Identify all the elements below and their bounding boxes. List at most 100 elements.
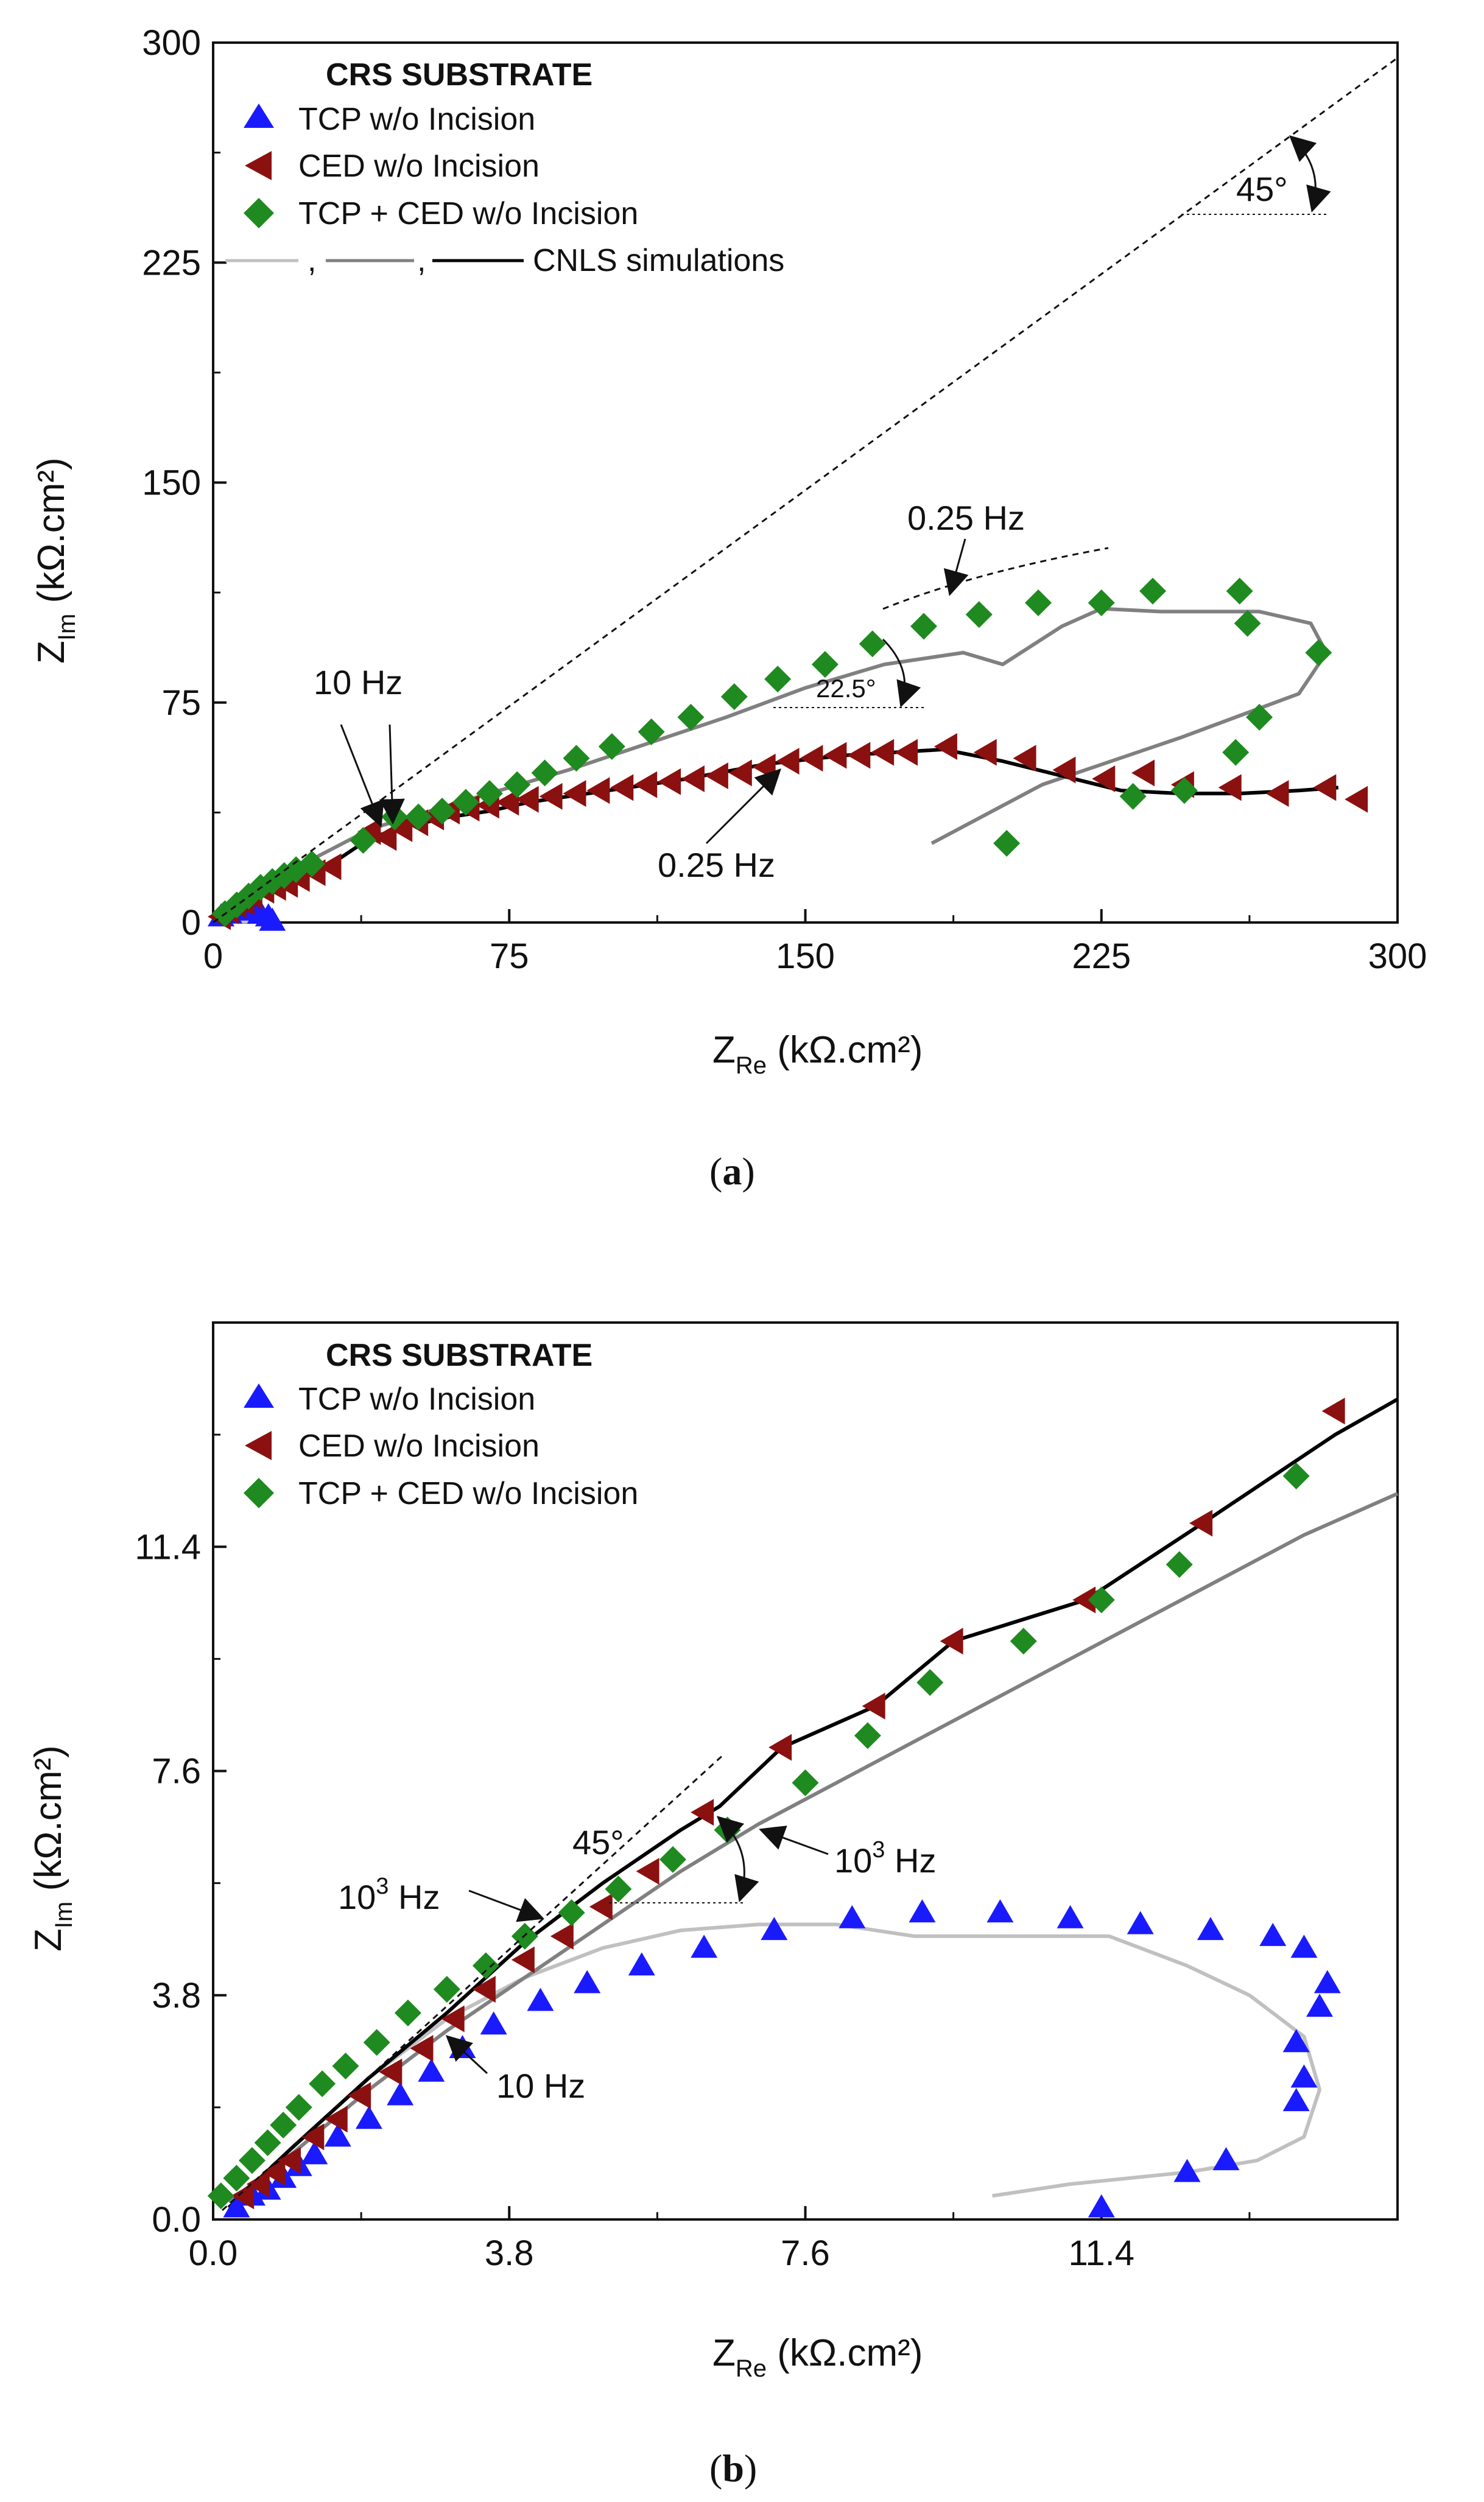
panel-a: 0 75 150 225 300 0 75 150 225 300 45° 22.5° 0.25 … (30, 23, 1427, 1193)
freq-right-sup-b: 3 (872, 1837, 885, 1863)
point-tcp-b (418, 2058, 445, 2082)
y-tick-label-a: 150 (142, 463, 201, 503)
angle-arc-22-a (882, 638, 921, 708)
legend-marker-tcpced-b (244, 1478, 274, 1508)
point-ced-a (1313, 774, 1337, 801)
legend-sim-sep1-a: , (308, 243, 316, 278)
point-tcp_ced-a (1234, 610, 1261, 637)
x-tick-label-a: 75 (490, 936, 529, 976)
point-tcp_ced-a (910, 613, 937, 640)
point-tcp-b (761, 1917, 788, 1941)
panel-label-b: (b) (709, 2447, 757, 2490)
y-axis-main-a: Z (30, 641, 72, 664)
x-axis-main-b: Z (712, 2332, 736, 2374)
point-tcp-b (387, 2082, 414, 2106)
point-ced-b (1189, 1509, 1213, 1537)
legend-marker-tcp-a (244, 104, 274, 128)
point-tcp_ced-a (452, 789, 479, 816)
freq-label-left-a: 10 Hz (314, 663, 403, 701)
freq-arrow-low-b (445, 2035, 488, 2075)
point-tcp_ced-b (854, 1722, 881, 1749)
point-ced-b (1072, 1586, 1096, 1614)
y-tick-label-b: 0.0 (152, 2200, 201, 2240)
point-ced-a (318, 853, 342, 880)
point-ced-b (589, 1893, 613, 1920)
point-ced-b (472, 1976, 496, 2003)
point-tcp-b (301, 2141, 328, 2165)
point-ced-a (681, 765, 705, 792)
point-tcp_ced-a (859, 630, 886, 658)
x-axis-title-a: ZRe (kΩ.cm²) (712, 1029, 923, 1079)
panel-label-b-letter: b (722, 2447, 744, 2490)
point-ced-b (379, 2058, 403, 2086)
angle-label-45-b: 45° (572, 1823, 624, 1861)
point-ced-a (1092, 765, 1116, 792)
y-tick-label-a: 300 (142, 23, 201, 63)
point-tcp_ced-a (677, 703, 705, 731)
point-ced-a (1131, 759, 1155, 787)
point-tcp_ced-b (558, 1899, 585, 1927)
freq-left-sup-b: 3 (376, 1874, 389, 1899)
panel-label-a-letter: a (722, 1150, 742, 1193)
point-tcp-b (986, 1899, 1014, 1923)
freq-arrow-bottom-a (705, 768, 781, 845)
legend-entry-tcp-b: TCP w/o Incision (298, 1382, 535, 1417)
point-tcp_ced-b (792, 1769, 819, 1796)
point-tcp-b (1282, 2029, 1310, 2053)
freq-right-base-b: 10 (834, 1841, 872, 1880)
point-tcp_ced-a (1226, 577, 1253, 605)
freq-arrow-left-a2 (379, 724, 405, 825)
angle-arc-45-b (716, 1816, 759, 1903)
point-tcp-a (259, 907, 286, 931)
reference-line-45deg-a (213, 57, 1398, 924)
panel-label-b-open: ( (709, 2447, 722, 2490)
panel-label-a-open: ( (709, 1150, 722, 1193)
sim-line-sim_dark-b (227, 1397, 1399, 2209)
freq-arrow-left-b (468, 1889, 544, 1922)
point-tcp_ced-b (285, 2093, 312, 2121)
point-ced-a (634, 771, 658, 798)
point-tcp-b (527, 1987, 554, 2011)
x-tick-label-b: 3.8 (485, 2233, 534, 2273)
point-ced-a (800, 745, 823, 772)
point-ced-b (231, 2182, 255, 2210)
legend-marker-tcpced-a (244, 198, 274, 228)
point-ced-a (515, 785, 539, 813)
point-tcp-b (909, 1899, 936, 1923)
panel-b: 0.0 3.8 7.6 11.40.03.87.611.4 45° 103 Hz 10… (27, 1321, 1399, 2490)
freq-label-top-a: 0.25 Hz (907, 499, 1025, 537)
point-tcp-b (1306, 1994, 1334, 2017)
point-tcp_ced-b (1166, 1551, 1193, 1578)
point-ced-a (1052, 756, 1076, 784)
x-tick-label-b: 7.6 (781, 2233, 830, 2273)
point-tcp-b (1057, 1905, 1084, 1928)
point-tcp_ced-b (270, 2111, 297, 2138)
point-tcp-b (839, 1905, 866, 1928)
x-axis-sub-a: Re (736, 1052, 767, 1079)
point-tcp_ced-a (1170, 777, 1198, 804)
point-tcp-b (1197, 1917, 1224, 1941)
point-tcp-b (1313, 1970, 1341, 1994)
point-tcp_ced-a (598, 733, 625, 760)
point-tcp_ced-b (433, 1976, 460, 2003)
point-tcp-b (324, 2123, 351, 2147)
angle-arc-45-a (1289, 135, 1331, 213)
y-tick-label-a: 225 (142, 243, 201, 283)
sim-line-sim_light-b (227, 1922, 1321, 2215)
x-tick-label-b: 11.4 (1068, 2233, 1134, 2273)
x-tick-label-a: 225 (1072, 936, 1131, 976)
y-tick-label-a: 0 (181, 903, 201, 943)
point-tcp_ced-b (238, 2147, 266, 2174)
point-tcp_ced-a (405, 803, 432, 831)
y-axis-title-b: ZIm (kΩ.cm²) (27, 1745, 77, 1952)
point-ced-a (658, 768, 681, 795)
point-ced-a (539, 782, 563, 810)
point-tcp-b (1173, 2159, 1201, 2182)
point-tcp-b (480, 2011, 507, 2035)
point-tcp_ced-a (1222, 739, 1250, 766)
point-ced-b (277, 2147, 301, 2174)
x-axis-sub-b: Re (736, 2355, 767, 2382)
legend-entry-tcpced-b: TCP + CED w/o Incision (298, 1476, 638, 1511)
legend-entry-ced-b: CED w/o Incision (298, 1428, 540, 1464)
point-tcp_ced-a (1246, 703, 1273, 731)
